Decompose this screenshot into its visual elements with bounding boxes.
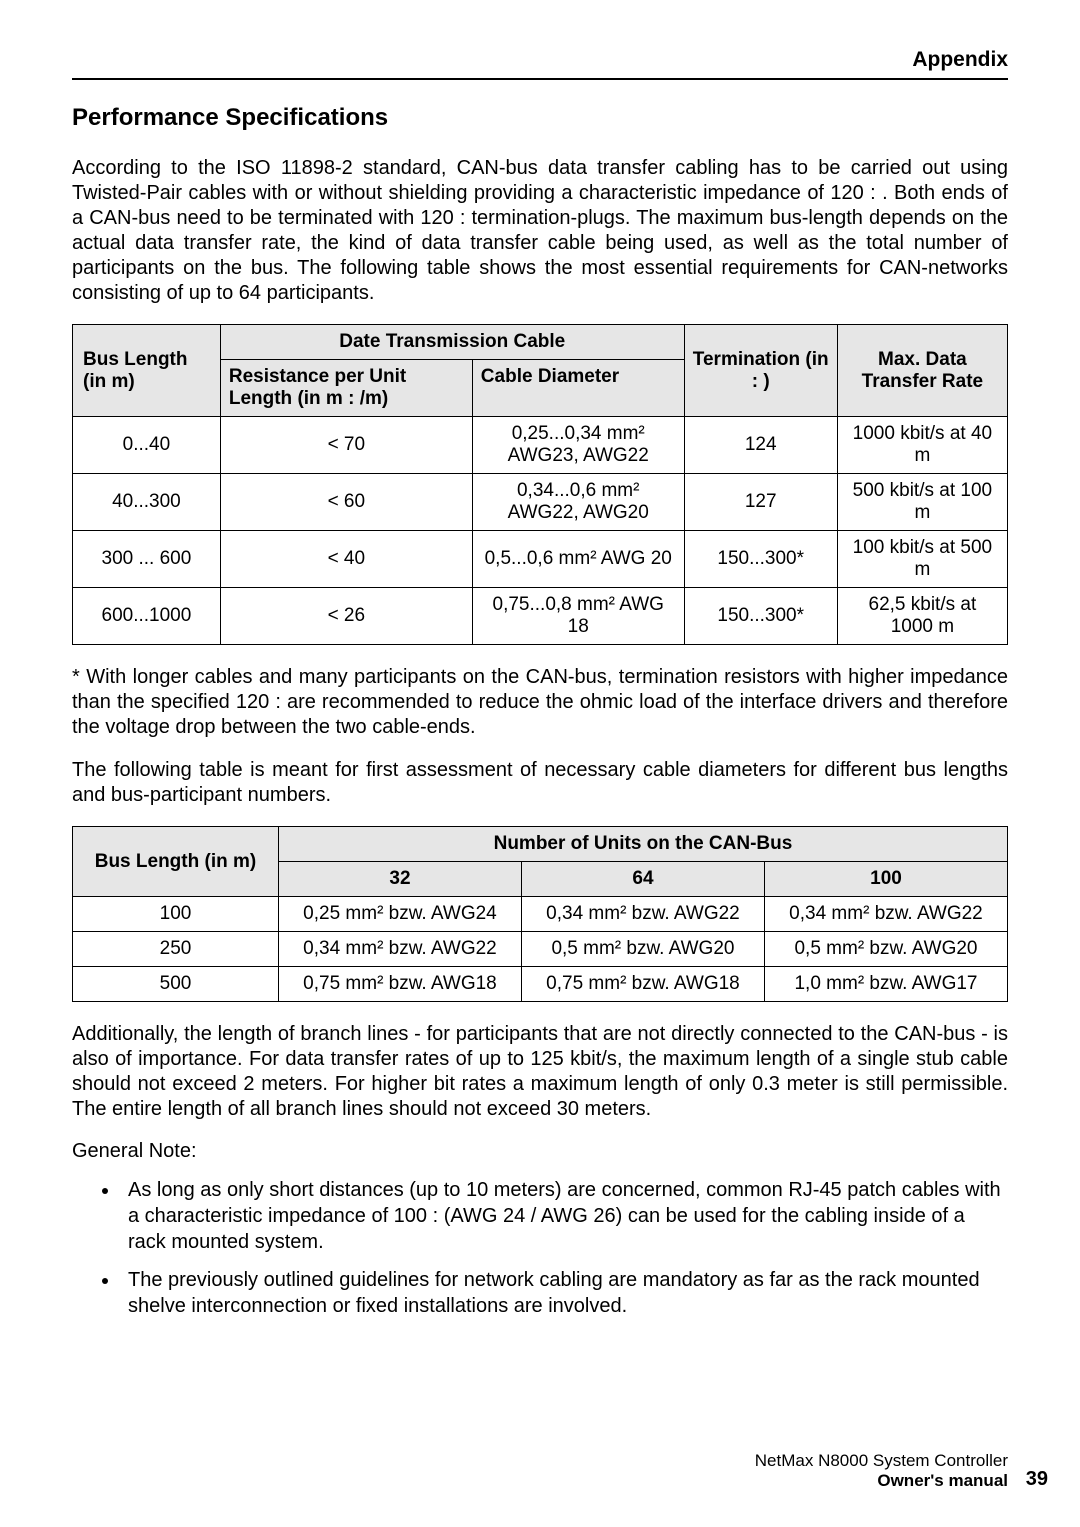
t1-h-group: Date Transmission Cable (220, 325, 684, 360)
general-notes-list: As long as only short distances (up to 1… (72, 1177, 1008, 1319)
cell: 0,34 mm² bzw. AWG22 (278, 932, 521, 967)
cell: 500 kbit/s at 100 m (837, 474, 1007, 531)
t2-h-buslen: Bus Length (in m) (73, 827, 279, 897)
cell: 600...1000 (73, 588, 221, 645)
cell: 0,5 mm² bzw. AWG20 (521, 932, 764, 967)
cell: 0,5...0,6 mm² AWG 20 (472, 531, 684, 588)
cell: 0,75 mm² bzw. AWG18 (521, 967, 764, 1002)
t2-h-group: Number of Units on the CAN-Bus (278, 827, 1007, 862)
general-note-label: General Note: (72, 1140, 1008, 1163)
list-item: As long as only short distances (up to 1… (120, 1177, 1008, 1255)
cell: 500 (73, 967, 279, 1002)
table-row: 40...300 < 60 0,34...0,6 mm² AWG22, AWG2… (73, 474, 1008, 531)
cell: 300 ... 600 (73, 531, 221, 588)
cell: 0,75 mm² bzw. AWG18 (278, 967, 521, 1002)
t1-h-resist: Resistance per Unit Length (in m : /m) (220, 360, 472, 417)
header-rule (72, 78, 1008, 80)
t1-h-buslen: Bus Length (in m) (73, 325, 221, 417)
t2-h100: 100 (764, 862, 1007, 897)
cell: 0,25 mm² bzw. AWG24 (278, 897, 521, 932)
list-item: The previously outlined guidelines for n… (120, 1267, 1008, 1319)
cell: < 40 (220, 531, 472, 588)
t1-h-term: Termination (in : ) (684, 325, 837, 417)
table2-intro: The following table is meant for first a… (72, 758, 1008, 808)
cell: 62,5 kbit/s at 1000 m (837, 588, 1007, 645)
cell: 1000 kbit/s at 40 m (837, 417, 1007, 474)
t2-h64: 64 (521, 862, 764, 897)
cell: 0,34 mm² bzw. AWG22 (521, 897, 764, 932)
t1-h-rate: Max. Data Transfer Rate (837, 325, 1007, 417)
cell: 1,0 mm² bzw. AWG17 (764, 967, 1007, 1002)
cell: 124 (684, 417, 837, 474)
cell: 100 kbit/s at 500 m (837, 531, 1007, 588)
cell: < 26 (220, 588, 472, 645)
header-section: Appendix (72, 48, 1008, 72)
table-row: 250 0,34 mm² bzw. AWG22 0,5 mm² bzw. AWG… (73, 932, 1008, 967)
cell: < 60 (220, 474, 472, 531)
table-row: 600...1000 < 26 0,75...0,8 mm² AWG 18 15… (73, 588, 1008, 645)
cell: 127 (684, 474, 837, 531)
branch-paragraph: Additionally, the length of branch lines… (72, 1022, 1008, 1122)
cell: 0,34 mm² bzw. AWG22 (764, 897, 1007, 932)
cell: < 70 (220, 417, 472, 474)
spec-table-2: Bus Length (in m) Number of Units on the… (72, 826, 1008, 1002)
t2-h32: 32 (278, 862, 521, 897)
footer-line1: NetMax N8000 System Controller (755, 1451, 1008, 1471)
footer-line2: Owner's manual (755, 1471, 1008, 1491)
table-row: 500 0,75 mm² bzw. AWG18 0,75 mm² bzw. AW… (73, 967, 1008, 1002)
table-row: 0...40 < 70 0,25...0,34 mm² AWG23, AWG22… (73, 417, 1008, 474)
cell: 0,34...0,6 mm² AWG22, AWG20 (472, 474, 684, 531)
cell: 250 (73, 932, 279, 967)
cell: 0,25...0,34 mm² AWG23, AWG22 (472, 417, 684, 474)
cell: 40...300 (73, 474, 221, 531)
footer: NetMax N8000 System Controller Owner's m… (755, 1451, 1008, 1491)
spec-table-1: Bus Length (in m) Date Transmission Cabl… (72, 324, 1008, 645)
page-title: Performance Specifications (72, 104, 1008, 132)
cell: 0...40 (73, 417, 221, 474)
cell: 0,5 mm² bzw. AWG20 (764, 932, 1007, 967)
page-number: 39 (1026, 1468, 1048, 1491)
intro-paragraph: According to the ISO 11898-2 standard, C… (72, 156, 1008, 306)
table-row: 100 0,25 mm² bzw. AWG24 0,34 mm² bzw. AW… (73, 897, 1008, 932)
cell: 150...300* (684, 531, 837, 588)
cell: 100 (73, 897, 279, 932)
cell: 150...300* (684, 588, 837, 645)
footnote-star: * With longer cables and many participan… (72, 665, 1008, 740)
table-row: 300 ... 600 < 40 0,5...0,6 mm² AWG 20 15… (73, 531, 1008, 588)
t1-h-diam: Cable Diameter (472, 360, 684, 417)
cell: 0,75...0,8 mm² AWG 18 (472, 588, 684, 645)
